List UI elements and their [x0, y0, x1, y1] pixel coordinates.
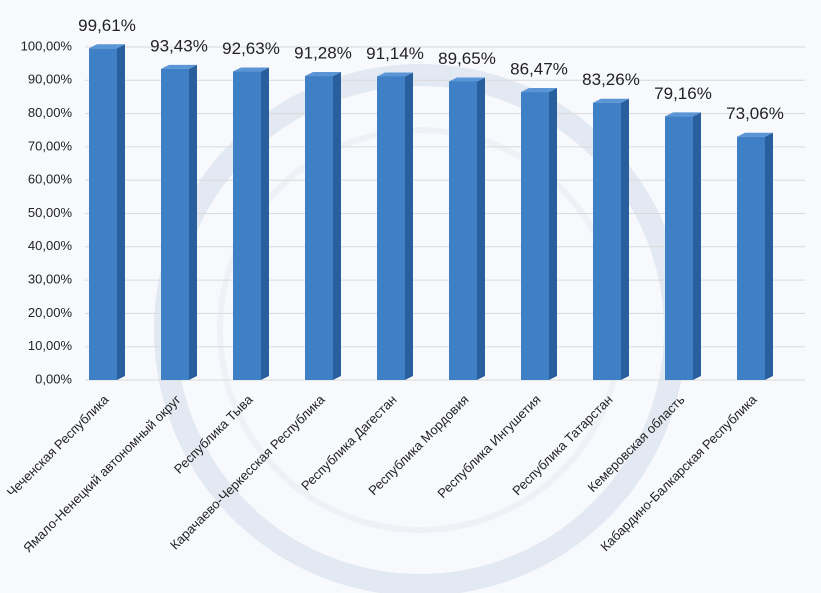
y-tick-label: 100,00% — [21, 38, 73, 53]
bar — [593, 102, 621, 380]
bar-top — [377, 72, 413, 77]
y-tick-label: 40,00% — [28, 238, 73, 253]
bar-side — [477, 77, 485, 380]
bar — [737, 136, 765, 380]
y-tick-label: 90,00% — [28, 72, 73, 87]
bar-side — [693, 112, 701, 380]
bar — [233, 71, 261, 380]
value-label: 73,06% — [726, 104, 784, 123]
bar-top — [449, 77, 485, 82]
bar — [305, 76, 333, 380]
bar-top — [737, 132, 773, 137]
bar-top — [233, 67, 269, 72]
y-tick-label: 50,00% — [28, 205, 73, 220]
value-label: 93,43% — [150, 36, 208, 55]
bar-top — [593, 98, 629, 103]
y-tick-label: 70,00% — [28, 138, 73, 153]
value-label: 86,47% — [510, 60, 568, 79]
bar-top — [665, 112, 701, 117]
value-label: 79,16% — [654, 84, 712, 103]
bar-top — [161, 64, 197, 69]
bar-side — [189, 64, 197, 380]
bar-side — [117, 44, 125, 380]
y-tick-label: 10,00% — [28, 338, 73, 353]
bar — [449, 81, 477, 380]
value-label: 92,63% — [222, 39, 280, 58]
bar-side — [765, 132, 773, 380]
y-tick-label: 80,00% — [28, 105, 73, 120]
bar-top — [521, 88, 557, 93]
value-label: 99,61% — [78, 16, 136, 35]
bar-side — [405, 72, 413, 381]
bar — [521, 92, 549, 380]
bar — [665, 116, 693, 380]
value-label: 91,28% — [294, 44, 352, 63]
y-tick-label: 20,00% — [28, 305, 73, 320]
y-tick-label: 0,00% — [35, 371, 72, 386]
bar-side — [549, 88, 557, 380]
y-tick-label: 30,00% — [28, 272, 73, 287]
bar — [377, 76, 405, 381]
value-label: 91,14% — [366, 44, 424, 63]
value-label: 89,65% — [438, 49, 496, 68]
bar — [161, 68, 189, 380]
bar-top — [89, 44, 125, 49]
y-tick-label: 60,00% — [28, 172, 73, 187]
bar-side — [621, 98, 629, 380]
bar-side — [333, 72, 341, 380]
bar-top — [305, 72, 341, 77]
value-label: 83,26% — [582, 70, 640, 89]
bar — [89, 48, 117, 380]
bar-side — [261, 67, 269, 380]
